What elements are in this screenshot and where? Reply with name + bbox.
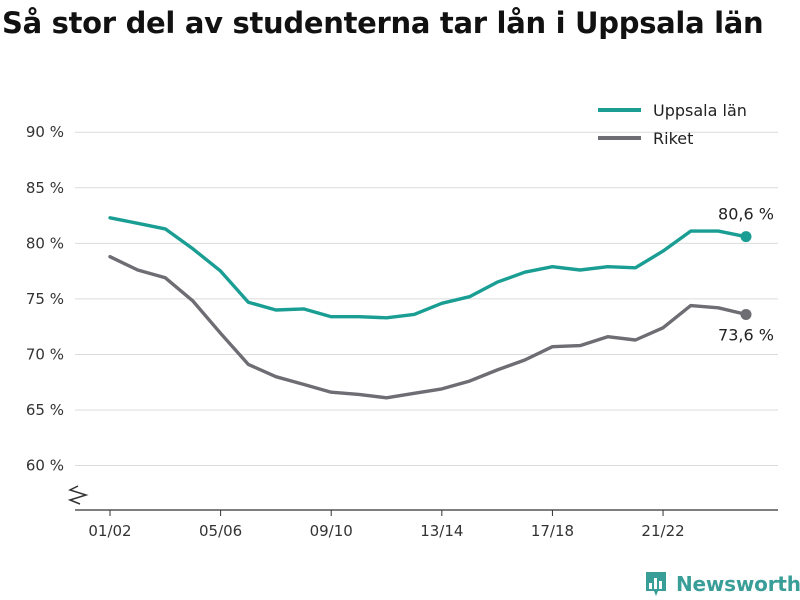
y-tick-label: 90 % <box>26 123 64 141</box>
y-tick-label: 80 % <box>26 234 64 252</box>
x-tick-label: 17/18 <box>531 522 574 540</box>
legend-label: Uppsala län <box>653 101 747 120</box>
newsworthy-brand: Newsworthy <box>644 570 800 598</box>
x-tick-label: 01/02 <box>88 522 131 540</box>
brand-name: Newsworthy <box>676 572 800 596</box>
series-line-uppsala <box>108 216 748 320</box>
legend-label: Riket <box>653 129 693 148</box>
series-lines: 80,6 % 73,6 % <box>108 205 774 400</box>
newsworthy-logo-icon <box>646 572 666 596</box>
end-point <box>740 308 752 320</box>
series-line-riket <box>108 255 748 400</box>
x-tick-label: 05/06 <box>199 522 242 540</box>
y-tick-label: 60 % <box>26 457 64 475</box>
y-tick-labels: 60 % 65 % 70 % 75 % 80 % 85 % 90 % <box>26 123 64 474</box>
x-tick-label: 09/10 <box>310 522 353 540</box>
legend: Uppsala län Riket <box>598 101 747 148</box>
y-tick-label: 85 % <box>26 179 64 197</box>
end-point <box>740 231 752 243</box>
x-tick-label: 21/22 <box>641 522 684 540</box>
page-title: Så stor del av studenterna tar lån i Upp… <box>2 6 764 40</box>
y-tick-label: 75 % <box>26 290 64 308</box>
end-label: 73,6 % <box>718 325 774 344</box>
x-tick-label: 13/14 <box>420 522 463 540</box>
grid-lines <box>75 131 778 467</box>
x-axis: 01/02 05/06 09/10 13/14 17/18 21/22 <box>67 485 778 540</box>
y-tick-label: 65 % <box>26 401 64 419</box>
y-tick-label: 70 % <box>26 345 64 363</box>
y-axis-break-icon <box>67 485 89 505</box>
end-label: 80,6 % <box>718 205 774 224</box>
